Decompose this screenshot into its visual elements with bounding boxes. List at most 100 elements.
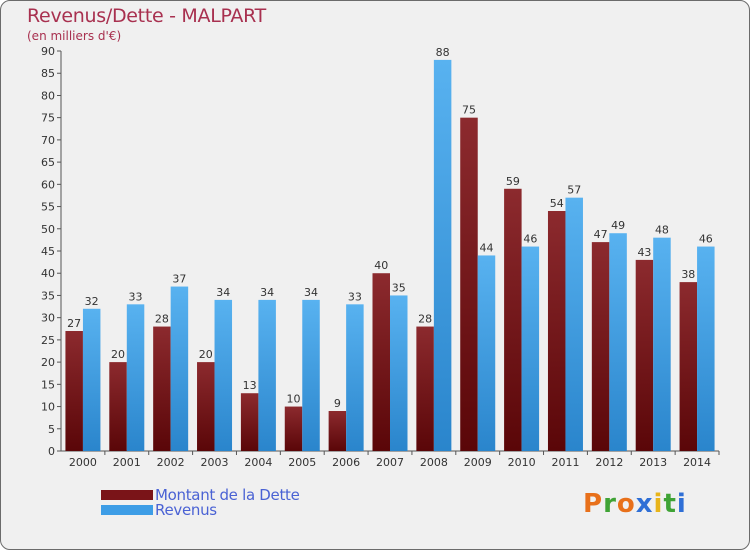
logo-letter: t xyxy=(663,489,677,519)
data-label-dette: 10 xyxy=(287,393,301,406)
x-tick-label: 2007 xyxy=(376,456,404,469)
proxiti-logo: Proxiti xyxy=(583,489,687,519)
x-tick-label: 2013 xyxy=(639,456,667,469)
legend-label-dette: Montant de la Dette xyxy=(155,486,300,504)
x-tick-label: 2010 xyxy=(508,456,536,469)
data-label-revenus: 34 xyxy=(260,286,274,299)
data-label-dette: 59 xyxy=(506,175,520,188)
y-tick-label: 55 xyxy=(41,201,55,214)
bar-revenus xyxy=(126,304,145,451)
logo-letter: o xyxy=(616,489,636,519)
legend-swatch-revenus xyxy=(101,505,153,515)
x-tick-label: 2004 xyxy=(244,456,272,469)
data-label-revenus: 49 xyxy=(611,219,625,232)
bar-revenus xyxy=(521,246,540,451)
bar-dette xyxy=(635,259,654,451)
y-tick-label: 45 xyxy=(41,245,55,258)
legend-item-dette: Montant de la Dette xyxy=(101,486,300,504)
x-tick-label: 2001 xyxy=(113,456,141,469)
chart-title: Revenus/Dette - MALPART xyxy=(27,5,266,27)
y-tick-label: 60 xyxy=(41,178,55,191)
bar-revenus xyxy=(214,299,233,451)
y-tick-label: 70 xyxy=(41,134,55,147)
x-tick-label: 2003 xyxy=(201,456,229,469)
bar-dette xyxy=(372,273,390,451)
y-tick-label: 65 xyxy=(41,156,55,169)
x-tick-label: 2011 xyxy=(551,456,579,469)
bar-dette xyxy=(197,362,215,451)
data-label-revenus: 88 xyxy=(436,46,450,59)
bar-revenus xyxy=(653,237,671,451)
y-tick-label: 35 xyxy=(41,289,55,302)
data-label-revenus: 33 xyxy=(129,290,143,303)
x-tick-label: 2000 xyxy=(69,456,97,469)
bar-dette xyxy=(109,362,127,451)
x-tick-label: 2008 xyxy=(420,456,448,469)
data-label-dette: 75 xyxy=(462,104,476,117)
x-tick-label: 2014 xyxy=(683,456,711,469)
data-label-dette: 9 xyxy=(334,397,341,410)
y-tick-label: 40 xyxy=(41,267,55,280)
bar-dette xyxy=(153,326,171,451)
bar-dette xyxy=(591,242,610,451)
x-tick-label: 2012 xyxy=(595,456,623,469)
bar-dette xyxy=(328,411,347,451)
chart-subtitle: (en milliers d'€) xyxy=(27,29,122,43)
data-label-dette: 54 xyxy=(550,197,564,210)
y-tick-label: 25 xyxy=(41,334,55,347)
logo-letter: i xyxy=(653,489,664,519)
x-tick-label: 2009 xyxy=(464,456,492,469)
bar-dette xyxy=(240,393,259,451)
data-label-revenus: 32 xyxy=(85,295,99,308)
data-label-dette: 28 xyxy=(155,313,169,326)
data-label-dette: 20 xyxy=(199,348,213,361)
x-tick-label: 2006 xyxy=(332,456,360,469)
y-tick-label: 80 xyxy=(41,89,55,102)
bar-dette xyxy=(460,117,478,452)
bar-revenus xyxy=(258,299,276,451)
data-label-dette: 27 xyxy=(67,317,81,330)
y-tick-label: 30 xyxy=(41,312,55,325)
data-label-revenus: 57 xyxy=(567,184,581,197)
x-tick-label: 2002 xyxy=(157,456,185,469)
bar-dette xyxy=(284,406,303,451)
x-tick-label: 2005 xyxy=(288,456,316,469)
data-label-revenus: 46 xyxy=(699,233,713,246)
y-tick-label: 10 xyxy=(41,401,55,414)
y-tick-label: 20 xyxy=(41,356,55,369)
bar-revenus xyxy=(302,299,320,451)
y-tick-label: 85 xyxy=(41,67,55,80)
bar-revenus xyxy=(565,197,583,451)
data-label-revenus: 44 xyxy=(479,241,493,254)
data-label-dette: 40 xyxy=(374,259,388,272)
logo-letter: r xyxy=(603,489,617,519)
data-label-dette: 43 xyxy=(637,246,651,259)
bar-revenus xyxy=(346,304,364,451)
y-tick-label: 90 xyxy=(41,45,55,58)
bar-revenus xyxy=(170,286,189,451)
bar-revenus xyxy=(433,59,452,452)
bar-revenus xyxy=(477,255,496,451)
y-tick-label: 0 xyxy=(48,445,55,458)
legend-swatch-dette xyxy=(101,490,153,500)
bar-dette xyxy=(416,326,434,451)
data-label-revenus: 34 xyxy=(304,286,318,299)
bar-revenus xyxy=(609,233,627,451)
data-label-revenus: 46 xyxy=(523,233,537,246)
logo-letter: x xyxy=(635,489,654,519)
data-label-dette: 38 xyxy=(681,268,695,281)
data-label-dette: 20 xyxy=(111,348,125,361)
y-tick-label: 75 xyxy=(41,112,55,125)
bar-dette xyxy=(504,188,522,451)
data-label-revenus: 37 xyxy=(172,273,186,286)
data-label-revenus: 35 xyxy=(392,281,406,294)
y-tick-label: 15 xyxy=(41,378,55,391)
bar-revenus xyxy=(697,246,715,451)
legend-label-revenus: Revenus xyxy=(155,501,217,519)
bar-revenus xyxy=(390,295,408,451)
data-label-dette: 47 xyxy=(594,228,608,241)
data-label-dette: 28 xyxy=(418,313,432,326)
data-label-dette: 13 xyxy=(243,379,257,392)
